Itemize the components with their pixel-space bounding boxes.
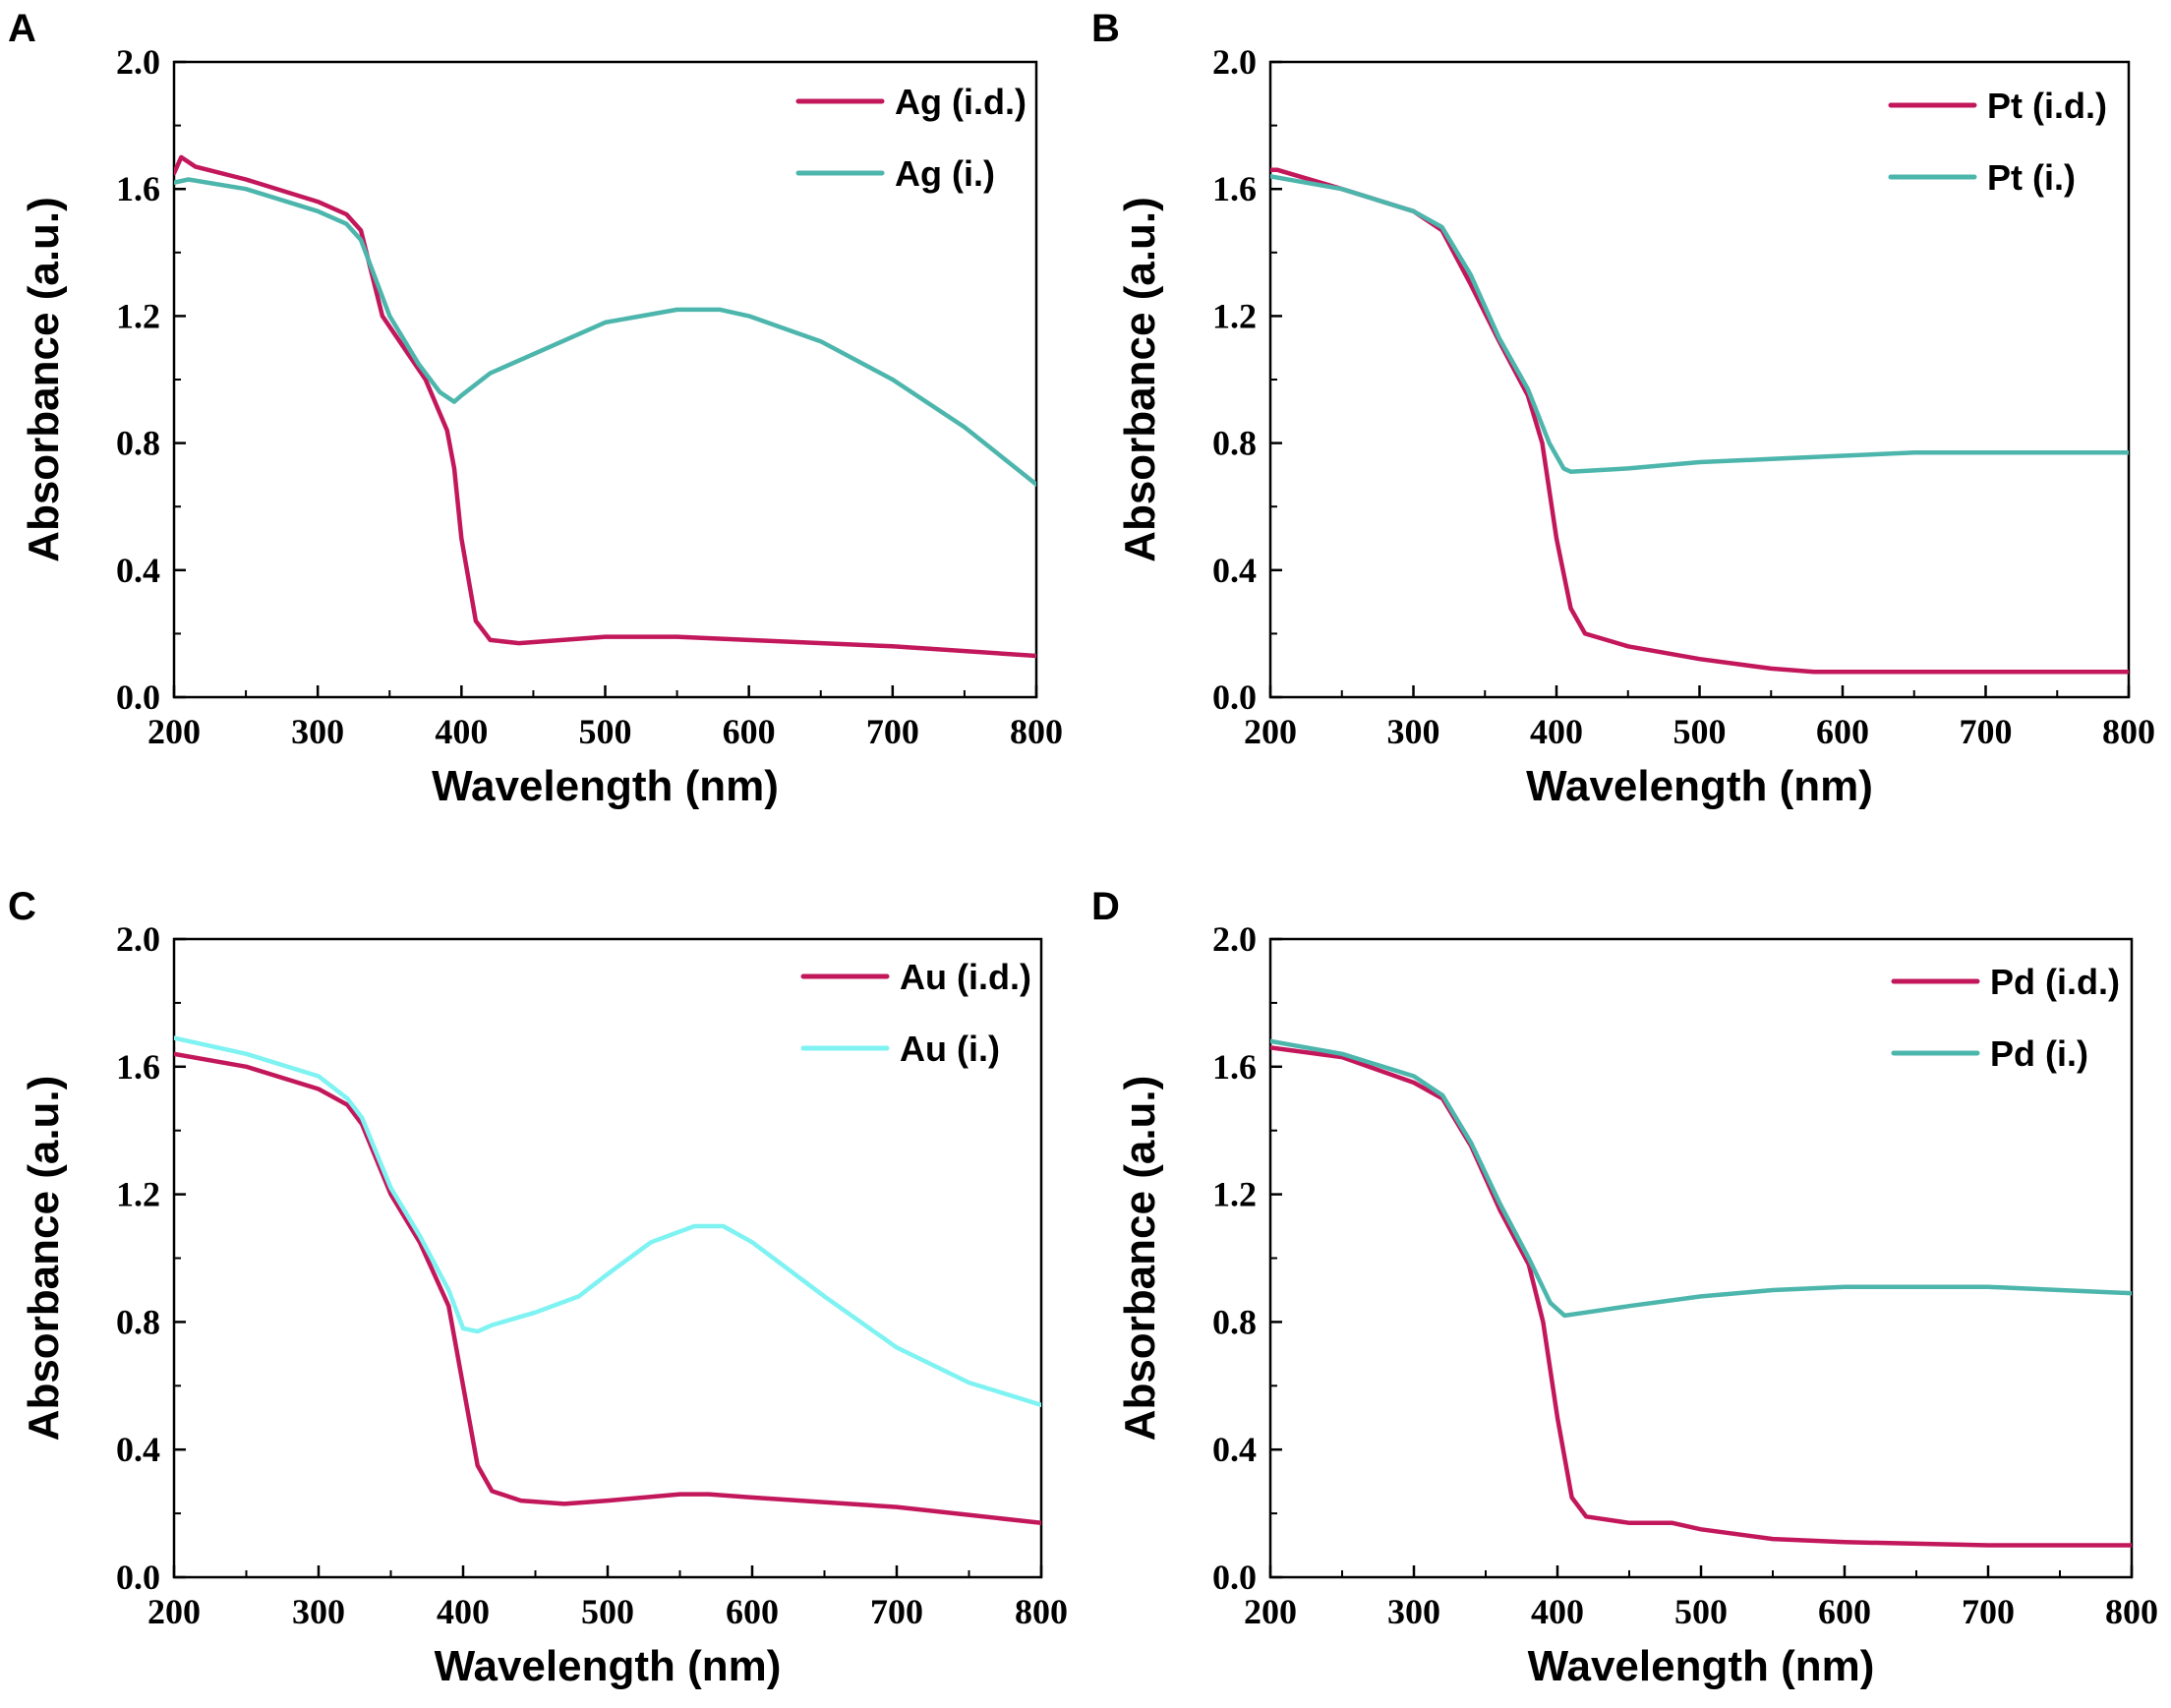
y-tick-label: 0.4 — [1212, 1430, 1257, 1469]
series-line-id — [1270, 1045, 2132, 1548]
panel-a: A 200 300 400 500 600 700 800 0.0 0.4 0.8 1.2 1.6 2.0… — [8, 7, 1063, 810]
x-tick-label: 600 — [723, 712, 776, 751]
y-tick-label: 1.6 — [1212, 169, 1257, 208]
y-tick-label: 0.0 — [116, 1558, 160, 1597]
y-tick-label: 0.4 — [116, 1430, 160, 1469]
legend-label: Au (i.d.) — [900, 957, 1031, 997]
x-tick-label: 500 — [1674, 1592, 1728, 1631]
x-tick-label: 500 — [581, 1592, 634, 1631]
legend-label: Ag (i.d.) — [895, 82, 1027, 122]
y-tick-label: 2.0 — [1212, 42, 1257, 82]
series-line-id — [1270, 167, 2129, 675]
x-tick-label: 700 — [866, 712, 919, 751]
y-tick-label: 0.8 — [116, 1302, 160, 1341]
y-tick-label: 1.2 — [1212, 1175, 1257, 1214]
x-tick-label: 800 — [2105, 1592, 2158, 1631]
y-tick-label: 1.2 — [116, 296, 160, 335]
y-tick-label: 0.8 — [1212, 424, 1257, 463]
legend-label: Pd (i.) — [1990, 1033, 2088, 1074]
panel-letter: B — [1091, 7, 1120, 50]
y-axis-title: Absorbance (a.u.) — [1116, 1076, 1164, 1442]
x-tick-label: 400 — [1531, 1592, 1584, 1631]
x-tick-label: 400 — [437, 1592, 490, 1631]
y-tick-label: 0.4 — [1212, 551, 1257, 590]
y-tick-label: 0.8 — [1212, 1302, 1257, 1341]
x-axis-title: Wavelength (nm) — [435, 1642, 782, 1690]
x-tick-label: 500 — [1673, 712, 1727, 751]
x-tick-label: 200 — [147, 1592, 201, 1631]
series-line-id — [174, 154, 1036, 659]
panel-letter: A — [8, 7, 36, 50]
series-line-i — [1270, 1038, 2132, 1319]
x-tick-label: 800 — [1015, 1592, 1068, 1631]
y-tick-label: 0.0 — [1212, 677, 1257, 717]
series-line-i — [1270, 174, 2129, 474]
x-tick-label: 600 — [726, 1592, 779, 1631]
x-tick-label: 200 — [1244, 1592, 1297, 1631]
y-axis-title: Absorbance (a.u.) — [20, 197, 68, 562]
y-tick-label: 2.0 — [116, 42, 160, 82]
legend-label: Ag (i.) — [895, 153, 995, 194]
y-tick-label: 0.8 — [116, 424, 160, 463]
x-axis-title: Wavelength (nm) — [1526, 762, 1873, 810]
y-tick-label: 1.2 — [1212, 296, 1257, 335]
y-tick-label: 1.6 — [116, 169, 160, 208]
x-tick-label: 600 — [1818, 1592, 1871, 1631]
x-tick-label: 300 — [291, 712, 344, 751]
x-tick-label: 200 — [1244, 712, 1297, 751]
panel-c: C 200 300 400 500 600 700 800 0.0 0.4 0.8 1.2 1.6 2.0… — [8, 885, 1068, 1690]
x-tick-label: 300 — [292, 1592, 345, 1631]
x-tick-label: 600 — [1816, 712, 1869, 751]
panel-b: B 200 300 400 500 600 700 800 0.0 0.4 0.8 1.2 1.6 2.0… — [1091, 7, 2155, 810]
x-tick-label: 800 — [1010, 712, 1063, 751]
y-tick-label: 0.4 — [116, 551, 160, 590]
x-tick-label: 700 — [1960, 712, 2013, 751]
y-axis-title: Absorbance (a.u.) — [20, 1076, 68, 1442]
x-tick-label: 400 — [435, 712, 488, 751]
x-tick-label: 500 — [579, 712, 632, 751]
y-tick-label: 1.2 — [116, 1175, 160, 1214]
x-tick-label: 300 — [1387, 1592, 1440, 1631]
x-tick-label: 700 — [870, 1592, 923, 1631]
x-tick-label: 400 — [1530, 712, 1583, 751]
x-axis-title: Wavelength (nm) — [432, 762, 779, 810]
panel-d: D 200 300 400 500 600 700 800 0.0 0.4 0.8 1.2 1.6 2.0… — [1091, 885, 2158, 1690]
x-tick-label: 800 — [2102, 712, 2155, 751]
panel-letter: C — [8, 885, 36, 928]
x-tick-label: 200 — [147, 712, 201, 751]
legend-label: Pt (i.) — [1987, 157, 2076, 198]
x-tick-label: 700 — [1962, 1592, 2015, 1631]
y-tick-label: 1.6 — [116, 1047, 160, 1087]
x-axis-title: Wavelength (nm) — [1528, 1642, 1875, 1690]
panel-letter: D — [1091, 885, 1120, 928]
legend-label: Au (i.) — [900, 1029, 1000, 1069]
y-tick-label: 0.0 — [116, 677, 160, 717]
legend-label: Pt (i.d.) — [1987, 86, 2107, 126]
y-tick-label: 2.0 — [116, 919, 160, 959]
x-tick-label: 300 — [1387, 712, 1440, 751]
y-tick-label: 0.0 — [1212, 1558, 1257, 1597]
y-tick-label: 1.6 — [1212, 1047, 1257, 1087]
series-line-i — [174, 177, 1036, 487]
series-line-id — [174, 1051, 1041, 1526]
y-axis-title: Absorbance (a.u.) — [1116, 197, 1164, 562]
series-line-i — [174, 1035, 1041, 1408]
y-tick-label: 2.0 — [1212, 919, 1257, 959]
legend-label: Pd (i.d.) — [1990, 962, 2120, 1002]
